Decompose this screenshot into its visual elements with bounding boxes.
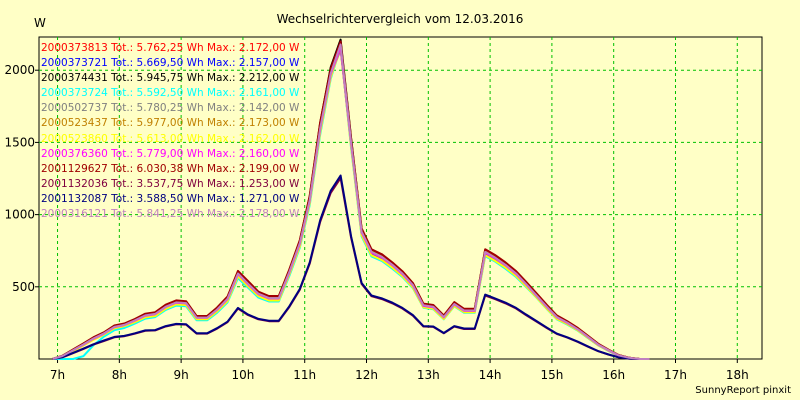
y-tick-label: 1000 — [4, 208, 35, 222]
x-tick-label: 14h — [479, 368, 502, 382]
legend-item: 2001132087 Tot.: 3.588,50 Wh Max.: 1.271… — [41, 192, 300, 205]
x-tick-label: 7h — [50, 368, 65, 382]
legend-item: 2000502737 Tot.: 5.780,25 Wh Max.: 2.142… — [41, 102, 300, 115]
x-tick-label: 16h — [602, 368, 625, 382]
y-tick-label: 2000 — [4, 63, 35, 77]
legend-item: 2000376360 Tot.: 5.779,00 Wh Max.: 2.160… — [41, 147, 300, 160]
x-tick-label: 18h — [726, 368, 749, 382]
chart-title: Wechselrichtervergleich vom 12.03.2016 — [276, 12, 524, 26]
x-tick-label: 8h — [112, 368, 127, 382]
legend: 2000373813 Tot.: 5.762,25 Wh Max.: 2.172… — [41, 41, 299, 222]
legend-item: 2000523437 Tot.: 5.977,00 Wh Max.: 2.173… — [41, 117, 300, 130]
y-tick-label: 500 — [12, 280, 35, 294]
legend-item: 2000316121 Tot.: 5.841,25 Wh Max.: 2.178… — [41, 208, 300, 221]
series-line — [52, 43, 650, 360]
legend-item: 2000373721 Tot.: 5.669,50 Wh Max.: 2.157… — [41, 57, 300, 70]
legend-item: 2001129627 Tot.: 6.030,38 Wh Max.: 2.199… — [41, 162, 300, 175]
y-tick-label: 1500 — [4, 135, 35, 149]
x-tick-label: 17h — [664, 368, 687, 382]
legend-item: 2000373724 Tot.: 5.592,50 Wh Max.: 2.161… — [41, 87, 300, 100]
legend-item: 2001132036 Tot.: 3.537,75 Wh Max.: 1.253… — [41, 177, 300, 190]
x-tick-label: 10h — [231, 368, 254, 382]
y-axis-unit-label: W — [34, 16, 46, 30]
x-tick-label: 13h — [417, 368, 440, 382]
legend-item: 2000523860 Tot.: 5.613,00 Wh Max.: 2.162… — [41, 132, 300, 145]
legend-item: 2000373813 Tot.: 5.762,25 Wh Max.: 2.172… — [41, 42, 300, 54]
x-tick-label: 11h — [293, 368, 316, 382]
plot-frame — [38, 36, 763, 360]
x-tick-label: 9h — [174, 368, 189, 382]
legend-item: 2000374431 Tot.: 5.945,75 Wh Max.: 2.212… — [41, 72, 300, 85]
x-tick-label: 15h — [540, 368, 563, 382]
x-tick-label: 12h — [355, 368, 378, 382]
series-line — [52, 174, 650, 360]
footer-credit: SunnyReport pinxit — [695, 385, 791, 396]
